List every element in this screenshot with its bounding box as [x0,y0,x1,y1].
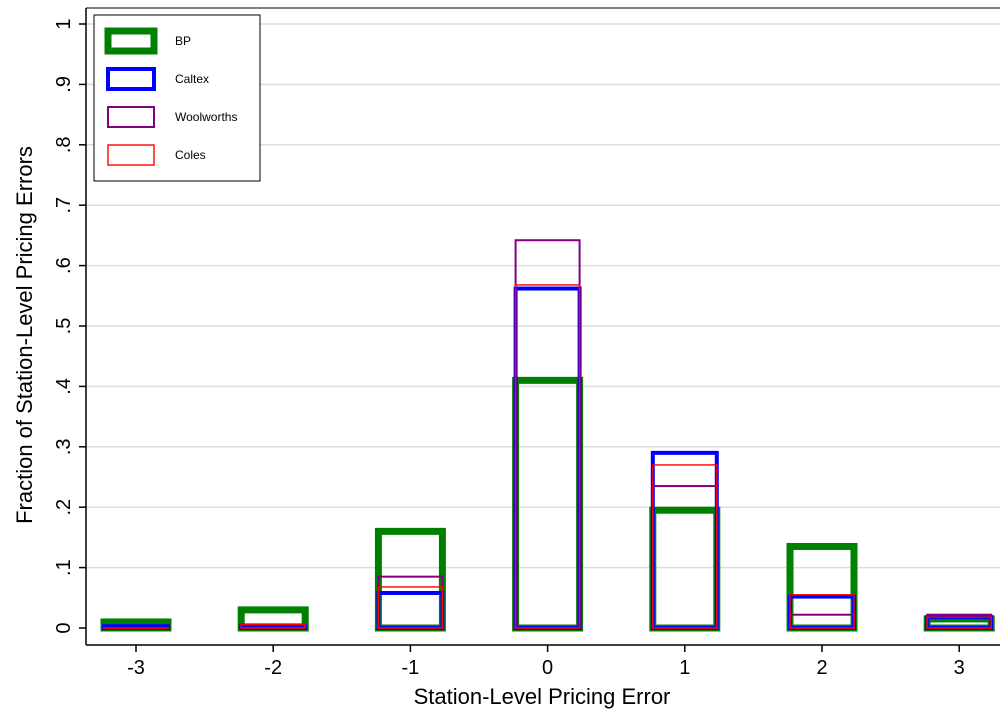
y-tick-label: .9 [53,76,75,93]
x-tick-label: 3 [954,657,965,679]
legend: BP Caltex Woolworths Coles [93,14,261,182]
x-tick-label: 2 [816,657,827,679]
y-tick-label: .3 [53,438,75,455]
bar-coles-0 [514,284,581,629]
y-axis-title: Fraction of Station-Level Pricing Errors [12,146,37,524]
y-tick-label: .5 [53,318,75,335]
legend-swatch-caltex [106,67,156,91]
legend-swatch-coles [107,144,155,166]
x-tick-label: -2 [264,657,282,679]
x-tick-label: -3 [127,657,145,679]
legend-label-coles: Coles [175,148,206,162]
bar-coles--2 [240,623,306,629]
y-tick-label: .1 [53,559,75,576]
x-ticks: -3 -2 -1 0 1 2 3 [127,645,965,679]
y-ticks: 0 .1 .2 .3 .4 .5 .6 .7 .8 .9 1 [53,18,86,634]
bar-coles-2 [789,594,855,629]
y-tick-label: 1 [53,18,75,29]
y-tick-label: .4 [53,378,75,395]
y-tick-label: .6 [53,257,75,274]
y-tick-label: .7 [53,197,75,214]
x-tick-label: -1 [402,657,420,679]
bar-coles--1 [377,586,444,629]
legend-label-bp: BP [175,34,191,48]
x-axis-title: Station-Level Pricing Error [414,684,671,709]
legend-swatch-bp [104,27,158,55]
legend-label-caltex: Caltex [175,72,209,86]
bars [100,239,995,632]
bar-coles-3 [926,616,992,629]
x-tick-label: 1 [679,657,690,679]
y-tick-label: .8 [53,136,75,153]
y-tick-label: .2 [53,499,75,516]
y-tick-label: 0 [53,622,75,633]
legend-swatch-woolworths [107,106,155,128]
x-tick-label: 0 [542,657,553,679]
legend-box [93,14,261,182]
legend-label-woolworths: Woolworths [175,110,237,124]
bar-coles-1 [652,464,718,629]
